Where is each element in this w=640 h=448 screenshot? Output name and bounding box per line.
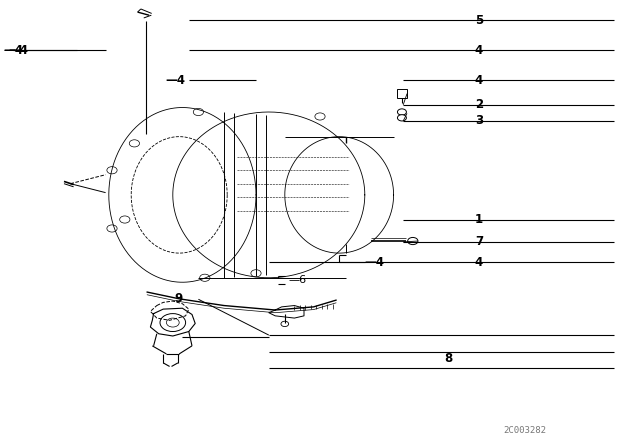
Text: 8: 8 bbox=[444, 352, 452, 365]
Text: —: — bbox=[3, 45, 14, 55]
Text: 4: 4 bbox=[475, 73, 483, 87]
Circle shape bbox=[281, 321, 289, 327]
Text: —4: —4 bbox=[365, 255, 385, 269]
Text: 2: 2 bbox=[475, 98, 483, 112]
Text: 4: 4 bbox=[475, 255, 483, 269]
Text: 4: 4 bbox=[475, 43, 483, 57]
Text: 2C003282: 2C003282 bbox=[503, 426, 547, 435]
Text: 1: 1 bbox=[475, 213, 483, 226]
Circle shape bbox=[397, 109, 406, 115]
Text: 5: 5 bbox=[475, 13, 483, 27]
Text: 3: 3 bbox=[475, 114, 483, 128]
Text: —4: —4 bbox=[8, 43, 28, 57]
Circle shape bbox=[397, 115, 406, 121]
Circle shape bbox=[408, 237, 418, 245]
Bar bbox=[397, 89, 407, 98]
Text: 9: 9 bbox=[174, 292, 182, 306]
Text: —4: —4 bbox=[166, 73, 186, 87]
Text: —6: —6 bbox=[288, 275, 306, 285]
Text: —4: —4 bbox=[3, 43, 23, 57]
Text: 7: 7 bbox=[475, 235, 483, 249]
